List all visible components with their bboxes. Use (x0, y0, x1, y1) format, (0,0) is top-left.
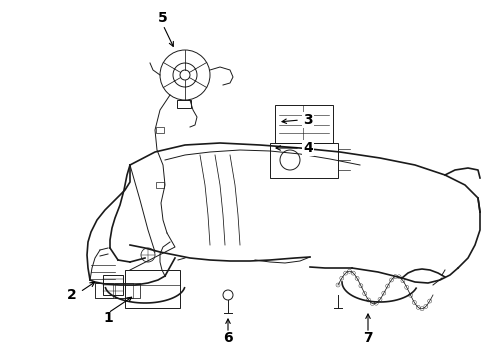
Text: 3: 3 (303, 113, 313, 127)
Text: 5: 5 (158, 11, 168, 25)
Bar (270, 143, 338, 178)
Bar (125, 270, 180, 308)
Text: 2: 2 (67, 288, 77, 302)
Bar (177, 100, 191, 108)
Bar (103, 275, 123, 295)
Text: 1: 1 (103, 311, 113, 325)
Bar (275, 105, 333, 143)
Text: 4: 4 (303, 141, 313, 155)
Bar (95, 283, 140, 298)
Bar (115, 283, 133, 298)
Bar (95, 283, 113, 298)
Text: 6: 6 (223, 331, 233, 345)
Text: 7: 7 (363, 331, 373, 345)
Bar (156, 127, 164, 133)
Bar (156, 182, 164, 188)
